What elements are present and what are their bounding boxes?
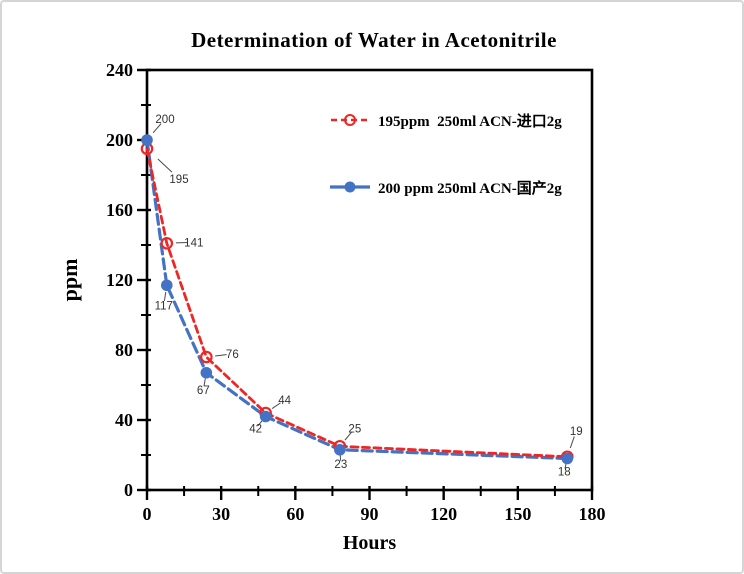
callout-leader xyxy=(157,158,173,173)
y-tick-label: 120 xyxy=(106,270,133,290)
data-point-label: 141 xyxy=(184,237,203,249)
data-point-label: 44 xyxy=(278,395,291,407)
data-point-marker-open xyxy=(160,236,174,250)
data-point-label: 195 xyxy=(169,174,188,186)
x-tick-label: 30 xyxy=(212,504,230,524)
series-line-1 xyxy=(145,138,569,461)
chart-title: Determination of Water in Acetonitrile xyxy=(191,28,557,52)
data-point-marker-filled xyxy=(334,443,346,456)
y-tick-label: 200 xyxy=(106,130,133,150)
legend-marker-dashed-open-circle-icon xyxy=(331,114,369,126)
data-point-label: 18 xyxy=(558,467,571,479)
legend-item-domestic: 200 ppm 250ml ACN-国产2g xyxy=(330,175,562,199)
x-tick-label: 150 xyxy=(504,504,531,524)
legend-label-domestic: 200 ppm 250ml ACN-国产2g xyxy=(378,180,562,197)
legend: 195ppm 250ml ACN-进口2g 200 ppm 250ml ACN-… xyxy=(330,108,562,199)
legend-marker-solid-filled-circle-icon xyxy=(330,181,370,193)
callout-leader xyxy=(344,431,352,441)
data-point-label: 42 xyxy=(249,424,262,436)
callout-leader xyxy=(271,402,281,409)
data-point-label: 200 xyxy=(155,114,174,126)
data-point-marker-filled xyxy=(200,366,213,379)
data-point-label: 76 xyxy=(226,349,239,361)
callout-leader xyxy=(203,378,206,387)
data-point-marker-filled xyxy=(561,452,574,465)
y-tick-label: 0 xyxy=(124,480,133,500)
x-tick-label: 180 xyxy=(579,504,606,524)
data-point-marker-open xyxy=(200,350,213,364)
callout-leader xyxy=(163,291,167,301)
y-tick-label: 240 xyxy=(106,60,133,80)
legend-label-imported: 195ppm 250ml ACN-进口2g xyxy=(378,113,562,130)
y-tick-label: 40 xyxy=(115,410,133,430)
callout-leader xyxy=(569,436,575,449)
data-point-label: 25 xyxy=(348,423,361,435)
x-axis-title: Hours xyxy=(342,532,397,554)
series-line-0 xyxy=(145,147,569,459)
y-axis-title: ppm xyxy=(57,258,82,302)
data-point-label: 117 xyxy=(155,300,173,312)
x-tick-label: 90 xyxy=(361,504,379,524)
y-tick-label: 80 xyxy=(115,340,133,360)
data-point-marker-filled xyxy=(259,410,272,423)
data-point-label: 19 xyxy=(570,426,583,438)
callout-leader xyxy=(152,123,162,134)
callout-leader xyxy=(257,420,263,427)
x-tick-label: 60 xyxy=(286,504,304,524)
x-tick-label: 0 xyxy=(143,504,152,524)
legend-item-imported: 195ppm 250ml ACN-进口2g xyxy=(330,108,562,132)
callout-leader xyxy=(215,354,227,357)
data-point-label: 67 xyxy=(197,385,210,397)
data-point-marker-filled xyxy=(160,279,173,292)
y-tick-label: 160 xyxy=(106,200,133,220)
data-point-label: 23 xyxy=(334,459,347,471)
data-point-marker-filled xyxy=(141,134,153,146)
x-tick-label: 120 xyxy=(430,504,457,524)
